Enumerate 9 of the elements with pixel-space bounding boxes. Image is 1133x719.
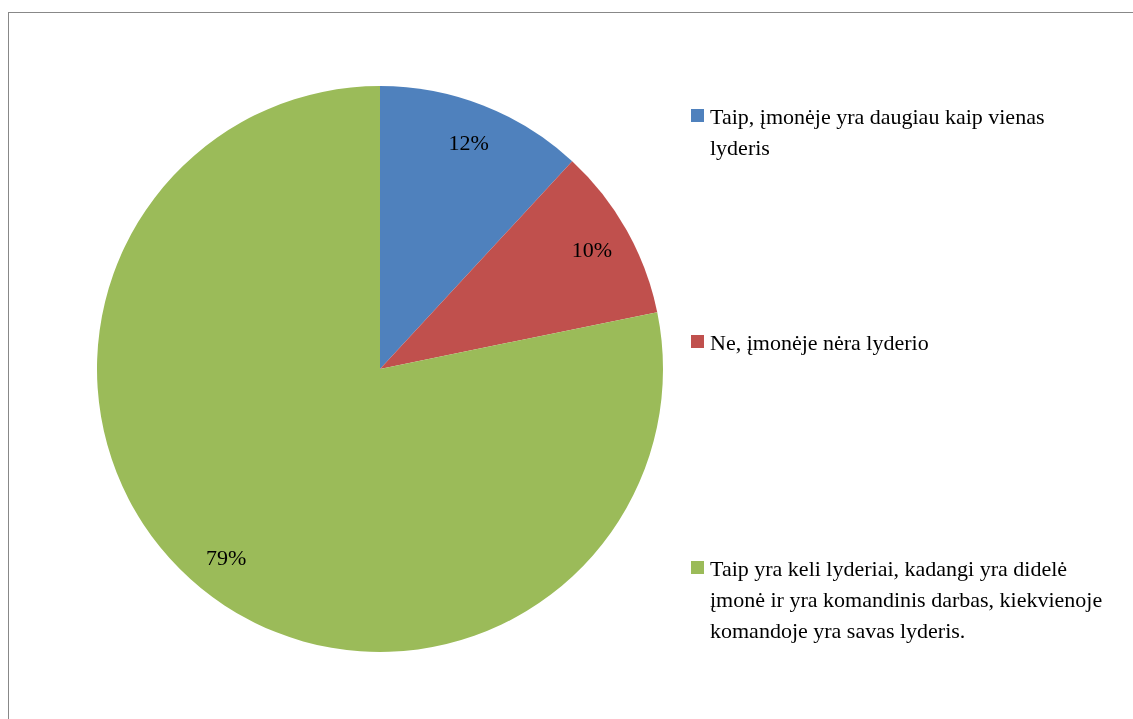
data-label: 79% <box>205 545 247 571</box>
legend-label: Taip, įmonėje yra daugiau kaip vienas lyderis <box>710 104 1045 160</box>
legend-label: Taip yra keli lyderiai, kadangi yra didelė įmonė ir yra komandinis darbas, kiekvienoje komandoje yra savas lyderis. <box>710 556 1103 643</box>
data-label: 12% <box>448 129 489 155</box>
pie-slice <box>97 86 663 652</box>
legend-label: Ne, įmonėje nėra lyderio <box>710 330 929 355</box>
data-label: 10% <box>571 237 613 262</box>
pie-slice <box>380 161 658 369</box>
pie-slice <box>380 86 573 369</box>
